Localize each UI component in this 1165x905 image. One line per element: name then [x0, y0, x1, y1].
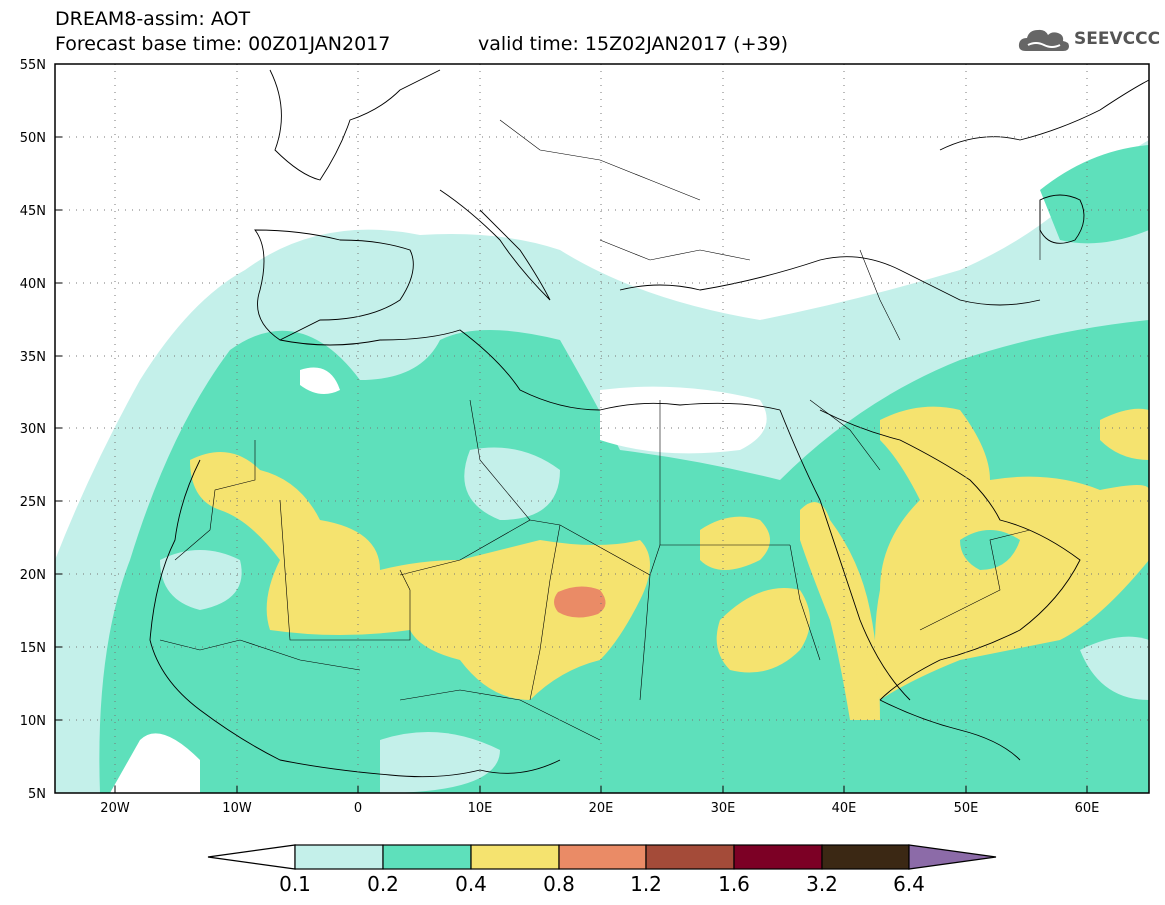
colorbar-label: 6.4: [893, 872, 925, 896]
lon-tick-label: 10E: [468, 801, 493, 816]
lat-tick-label: 40N: [20, 277, 46, 292]
colorbar-swatch: [821, 844, 910, 870]
colorbar-label: 1.6: [718, 872, 750, 896]
colorbar-swatch: [645, 844, 735, 870]
lon-tick-label: 10W: [222, 801, 252, 816]
aot-contour-0.4-sudan: [716, 588, 810, 673]
colorbar-label: 0.8: [543, 872, 575, 896]
aot-contour-0.4-sahara: [190, 452, 650, 700]
aot-contour-0.2-east: [1040, 145, 1149, 244]
colorbar-swatch: [294, 844, 384, 870]
base-time-label: Forecast base time: 00Z01JAN2017: [55, 33, 391, 55]
lon-tick-label: 20W: [100, 801, 130, 816]
lat-tick-label: 10N: [20, 714, 46, 729]
colorbar-swatch-above: [908, 844, 997, 870]
colorbar-label: 1.2: [630, 872, 662, 896]
aot-contour-0.4-iran: [1100, 408, 1149, 460]
map-title: DREAM8-assim: AOT: [55, 8, 251, 30]
colorbar-swatch: [382, 844, 472, 870]
logo: SEEVCCC: [1018, 24, 1160, 54]
lon-tick-label: 60E: [1075, 801, 1100, 816]
aot-contour-0.8-chad: [554, 586, 606, 618]
colorbar-label: 0.1: [279, 872, 311, 896]
colorbar-swatch-below: [207, 844, 296, 870]
lon-tick-label: 50E: [954, 801, 979, 816]
lat-tick-label: 55N: [20, 58, 46, 73]
lat-tick-label: 25N: [20, 495, 46, 510]
colorbar-swatch: [470, 844, 560, 870]
colorbar-label: 0.4: [455, 872, 487, 896]
graticule: [55, 64, 1149, 793]
aot-contour-0.4-egypt: [700, 516, 770, 570]
colorbar-label: 0.2: [367, 872, 399, 896]
coastlines: [149, 69, 1149, 778]
lon-tick-label: 40E: [832, 801, 857, 816]
lat-tick-label: 35N: [20, 350, 46, 365]
colorbar-label: 3.2: [806, 872, 838, 896]
country-borders: [159, 119, 1041, 741]
lon-tick-label: 30E: [711, 801, 736, 816]
aot-contour-0.4-redsea: [800, 502, 880, 720]
lon-tick-label: 0: [354, 801, 362, 816]
lat-tick-label: 45N: [20, 204, 46, 219]
lon-tick-labels: 20W 10W 0 10E 20E 30E 40E 50E 60E: [100, 801, 1099, 816]
tick-marks: [55, 136, 1088, 793]
lat-tick-labels: 55N 50N 45N 40N 35N 30N 25N 20N 15N 10N …: [20, 58, 46, 802]
lat-tick-label: 50N: [20, 131, 46, 146]
lat-tick-label: 20N: [20, 568, 46, 583]
valid-time-label: valid time: 15Z02JAN2017 (+39): [478, 33, 789, 55]
lat-tick-label: 15N: [20, 641, 46, 656]
cloud-icon: [1018, 29, 1069, 51]
colorbar-labels: 0.1 0.2 0.4 0.8 1.2 1.6 3.2 6.4: [279, 872, 925, 896]
colorbar-swatch: [558, 844, 647, 870]
colorbar: [207, 844, 997, 870]
colorbar-swatch: [733, 844, 823, 870]
lat-tick-label: 30N: [20, 422, 46, 437]
lon-tick-label: 20E: [589, 801, 614, 816]
lat-tick-label: 5N: [28, 787, 46, 802]
logo-text: SEEVCCC: [1074, 29, 1161, 49]
